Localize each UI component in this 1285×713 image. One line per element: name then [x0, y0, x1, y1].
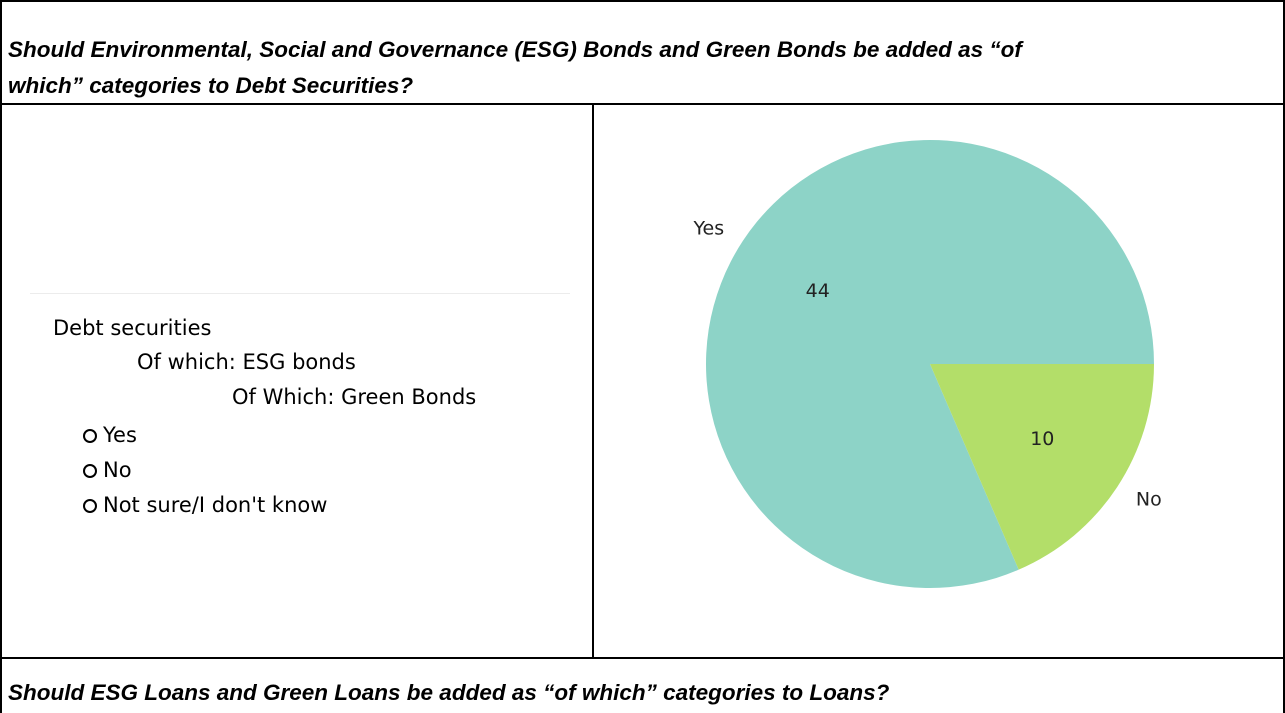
radio-option-yes[interactable]: Yes: [83, 422, 137, 448]
question-1-line-2: which” categories to Debt Securities?: [8, 73, 414, 98]
question-1: Should Environmental, Social and Governa…: [8, 32, 1248, 104]
question-2: Should ESG Loans and Green Loans be adde…: [8, 675, 1248, 711]
radio-option-label: Not sure/I don't know: [103, 493, 328, 517]
question-1-line-1: Should Environmental, Social and Governa…: [8, 37, 1022, 62]
radio-option-label: Yes: [103, 423, 137, 447]
pie-slice-no: [930, 364, 1154, 570]
row-divider-1: [0, 103, 1285, 105]
table-border-top: [0, 0, 1285, 2]
pie-chart: Yes 44 No 10: [692, 140, 1162, 589]
radio-option-not-sure[interactable]: Not sure/I don't know: [83, 492, 327, 518]
table-border-left: [0, 0, 2, 713]
table-border-right: [1283, 0, 1285, 713]
radio-option-label: No: [103, 458, 132, 482]
pie-label-yes: Yes: [692, 218, 724, 240]
pie-value-no: 10: [1030, 428, 1054, 450]
question-2-text: Should ESG Loans and Green Loans be adde…: [8, 680, 890, 705]
survey-item-green-bonds: Of Which: Green Bonds: [232, 385, 477, 409]
radio-option-no[interactable]: No: [83, 457, 132, 483]
column-divider: [592, 104, 594, 658]
radio-circle-icon: [83, 499, 97, 513]
survey-item-esg-bonds: Of which: ESG bonds: [137, 350, 356, 374]
radio-circle-icon: [83, 429, 97, 443]
survey-item-debt-securities: Debt securities: [53, 316, 212, 340]
radio-circle-icon: [83, 464, 97, 478]
pie-slice-yes: [706, 140, 1154, 589]
pie-label-no: No: [1136, 488, 1162, 510]
row-divider-2: [0, 657, 1285, 659]
pie-value-yes: 44: [806, 280, 830, 302]
cell-divider-faint: [30, 293, 570, 294]
